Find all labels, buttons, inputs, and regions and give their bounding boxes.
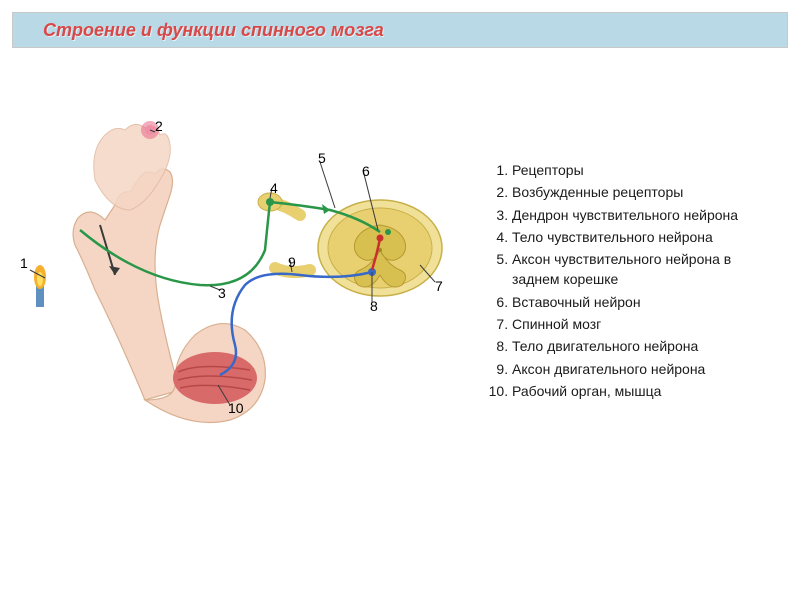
- legend-item: Спинной мозг: [512, 314, 780, 334]
- label-2: 2: [155, 118, 163, 134]
- spinal-cord-icon: [318, 200, 442, 296]
- label-9: 9: [288, 254, 296, 270]
- diagram-svg: [0, 110, 460, 450]
- title-bar: Строение и функции спинного мозга: [12, 12, 788, 48]
- legend-item: Вставочный нейрон: [512, 292, 780, 312]
- legend-item: Дендрон чувствительного нейрона: [512, 205, 780, 225]
- label-3: 3: [218, 285, 226, 301]
- label-4: 4: [270, 180, 278, 196]
- label-7: 7: [435, 278, 443, 294]
- legend-item: Аксон чувствительного нейрона в заднем к…: [512, 249, 780, 290]
- legend-item: Тело чувствительного нейрона: [512, 227, 780, 247]
- label-5: 5: [318, 150, 326, 166]
- muscle-icon: [173, 352, 257, 404]
- legend-list: Рецепторы Возбужденные рецепторы Дендрон…: [490, 160, 780, 401]
- legend-item: Рецепторы: [512, 160, 780, 180]
- legend-item: Рабочий орган, мышца: [512, 381, 780, 401]
- page-title: Строение и функции спинного мозга: [43, 20, 384, 41]
- arm-hand: [73, 121, 265, 423]
- candle-flame-icon: [34, 265, 46, 307]
- label-6: 6: [362, 163, 370, 179]
- label-8: 8: [370, 298, 378, 314]
- legend-item: Возбужденные рецепторы: [512, 182, 780, 202]
- reflex-arc-diagram: [0, 110, 460, 450]
- legend-item: Аксон двигательного нейрона: [512, 359, 780, 379]
- label-10: 10: [228, 400, 244, 416]
- legend: Рецепторы Возбужденные рецепторы Дендрон…: [490, 160, 780, 403]
- label-1: 1: [20, 255, 28, 271]
- legend-item: Тело двигательного нейрона: [512, 336, 780, 356]
